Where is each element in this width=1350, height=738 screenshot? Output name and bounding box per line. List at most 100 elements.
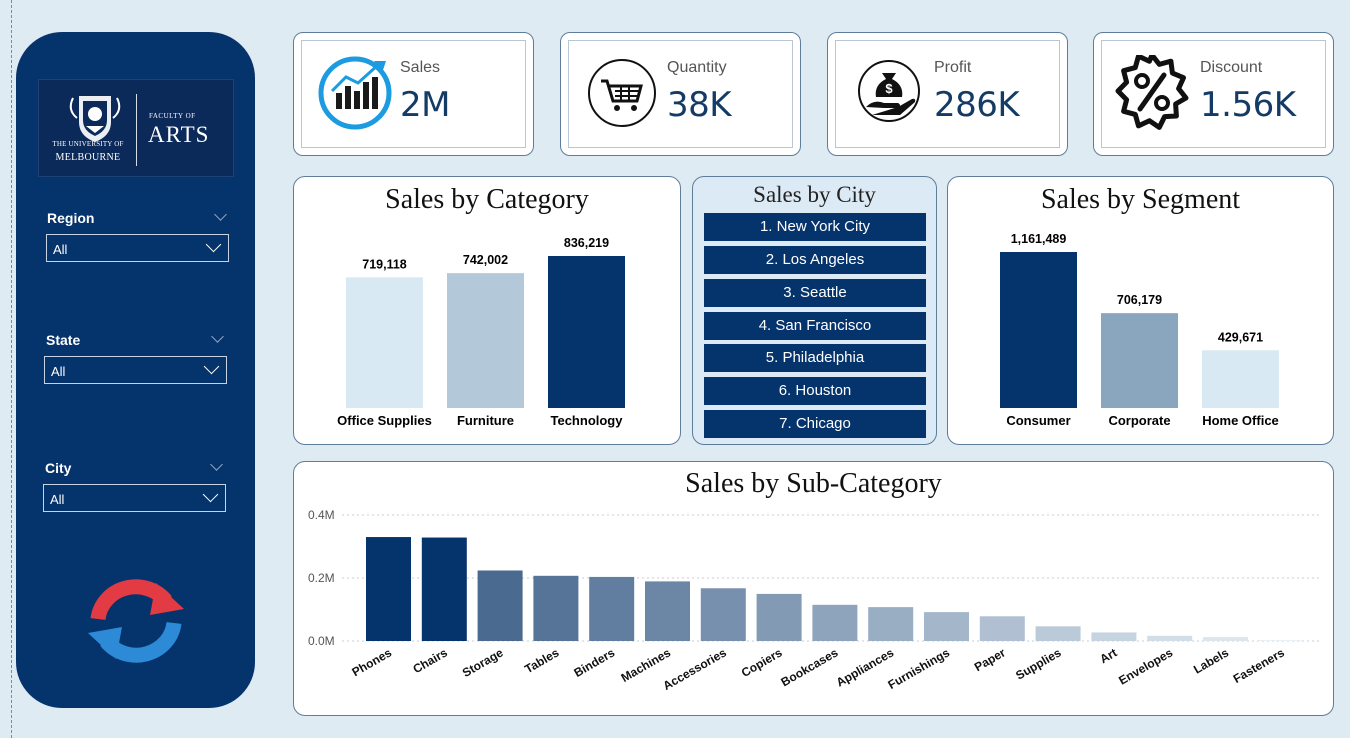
subcategory-bar[interactable]	[756, 593, 802, 641]
city-list-item[interactable]: 2. Los Angeles	[704, 246, 926, 274]
kpi-value-sales: 2M	[400, 85, 450, 125]
subcategory-bar[interactable]	[1091, 632, 1137, 641]
category-bar[interactable]	[346, 277, 423, 408]
kpi-card-profit: $ Profit 286K	[827, 32, 1068, 156]
subcategory-bar[interactable]	[1147, 635, 1193, 641]
kpi-label-discount: Discount	[1200, 59, 1263, 76]
refresh-icon[interactable]	[84, 575, 188, 667]
subcategory-bar[interactable]	[533, 575, 579, 641]
segment-category-label: Home Office	[1202, 413, 1279, 428]
kpi-value-discount: 1.56K	[1200, 85, 1296, 125]
crest-icon	[69, 96, 121, 142]
city-filter-collapse-icon[interactable]	[210, 458, 223, 471]
kpi-label-profit: Profit	[934, 59, 972, 76]
state-filter-collapse-icon[interactable]	[211, 330, 224, 343]
category-value-label: 836,219	[564, 236, 609, 250]
subcategory-label: Supplies	[1013, 645, 1064, 682]
svg-text:$: $	[885, 81, 893, 96]
region-dropdown[interactable]: All	[46, 234, 229, 262]
category-bar[interactable]	[447, 273, 524, 408]
kpi-value-profit: 286K	[934, 85, 1020, 125]
subcategory-bar[interactable]	[924, 612, 969, 641]
state-dropdown-value: All	[51, 364, 66, 379]
kpi-card-sales: Sales 2M	[293, 32, 534, 156]
city-dropdown[interactable]: All	[43, 484, 226, 512]
segment-category-label: Consumer	[1006, 413, 1070, 428]
logo-divider	[136, 94, 137, 166]
subcategory-label: Labels	[1191, 645, 1231, 676]
state-filter-label: State	[46, 332, 81, 348]
subcategory-label: Envelopes	[1116, 645, 1175, 687]
segment-value-label: 429,671	[1218, 330, 1263, 344]
city-list-item[interactable]: 1. New York City	[704, 213, 926, 241]
subcategory-bar[interactable]	[477, 570, 523, 641]
subcategory-bar[interactable]	[700, 588, 746, 641]
subcategory-bar[interactable]	[645, 581, 690, 641]
chevron-down-icon	[203, 358, 220, 375]
category-category-label: Office Supplies	[337, 413, 432, 428]
subcategory-bar[interactable]	[812, 604, 858, 641]
sales-by-category-chart: 719,118 Office Supplies 742,002 Furniture 83…	[337, 236, 625, 428]
city-list-item[interactable]: 3. Seattle	[704, 279, 926, 307]
category-category-label: Furniture	[457, 413, 514, 428]
chevron-down-icon	[202, 486, 219, 503]
subcategory-bar[interactable]	[421, 537, 467, 641]
y-tick-label: 0.2M	[308, 571, 335, 585]
subcategory-label: Tables	[522, 645, 561, 676]
category-bar[interactable]	[548, 256, 625, 408]
sales-by-category-title: Sales by Category	[385, 184, 589, 215]
city-list-item[interactable]: 6. Houston	[704, 377, 926, 405]
logo-faculty-line2: ARTS	[148, 122, 210, 147]
kpi-card-quantity: Quantity 38K	[560, 32, 801, 156]
segment-value-label: 1,161,489	[1011, 232, 1067, 246]
segment-bar[interactable]	[1202, 350, 1279, 408]
subcategory-bar[interactable]	[366, 537, 411, 641]
sales-by-city-title: Sales by City	[753, 182, 876, 207]
subcategory-bar[interactable]	[1035, 626, 1081, 641]
y-tick-label: 0.4M	[308, 508, 335, 522]
state-dropdown[interactable]: All	[44, 356, 227, 384]
category-value-label: 719,118	[362, 257, 407, 271]
city-list-item[interactable]: 5. Philadelphia	[704, 344, 926, 372]
kpi-card-frame	[301, 40, 526, 148]
subcategory-label: Copiers	[739, 645, 785, 680]
money-bag-hand-icon: $	[858, 60, 920, 122]
subcategory-label: Bookcases	[779, 645, 841, 689]
city-dropdown-value: All	[50, 492, 65, 507]
y-tick-label: 0.0M	[308, 634, 335, 648]
subcategory-label: Storage	[460, 645, 506, 680]
sales-by-segment-chart: 1,161,489 Consumer 706,179 Corporate 429,671…	[1000, 232, 1279, 428]
segment-bar[interactable]	[1000, 252, 1077, 408]
sales-chart-icon	[318, 56, 392, 130]
subcategory-bar[interactable]	[589, 576, 635, 641]
subcategory-label: Art	[1097, 645, 1119, 666]
sales-by-subcategory-chart: 0.0M 0.2M 0.4M Phones Chairs Storage Tables Bin…	[308, 508, 1321, 693]
segment-category-label: Corporate	[1108, 413, 1170, 428]
subcategory-label: Accessories	[661, 645, 730, 693]
kpi-card-frame	[568, 40, 793, 148]
region-dropdown-value: All	[53, 242, 68, 257]
subcategory-label: Furnishings	[886, 645, 953, 692]
subcategory-bar[interactable]	[1203, 637, 1248, 641]
category-value-label: 742,002	[463, 253, 508, 267]
subcategory-label: Phones	[349, 645, 394, 679]
subcategory-bar[interactable]	[1258, 640, 1304, 641]
sales-by-segment-panel: Sales by Segment 1,161,489 Consumer 706,17…	[947, 176, 1334, 445]
percent-badge-icon	[1115, 55, 1189, 130]
shopping-cart-icon	[588, 59, 656, 127]
kpi-card-frame	[1101, 40, 1326, 148]
subcategory-label: Chairs	[410, 645, 450, 676]
city-list-item[interactable]: 7. Chicago	[704, 410, 926, 438]
subcategory-bar[interactable]	[979, 616, 1025, 641]
sales-by-segment-title: Sales by Segment	[1040, 184, 1241, 215]
region-filter-collapse-icon[interactable]	[214, 208, 227, 221]
kpi-value-quantity: 38K	[667, 85, 732, 125]
sales-by-subcategory-title: Sales by Sub-Category	[685, 468, 942, 499]
canvas-guide-line	[11, 0, 12, 738]
logo-university-line2: MELBOURNE	[55, 152, 121, 163]
kpi-card-discount: Discount 1.56K	[1093, 32, 1334, 156]
segment-bar[interactable]	[1101, 313, 1178, 408]
sales-by-category-panel: Sales by Category 719,118 Office Supplies…	[293, 176, 681, 445]
city-list-item[interactable]: 4. San Francisco	[704, 312, 926, 340]
subcategory-bar[interactable]	[868, 607, 914, 641]
